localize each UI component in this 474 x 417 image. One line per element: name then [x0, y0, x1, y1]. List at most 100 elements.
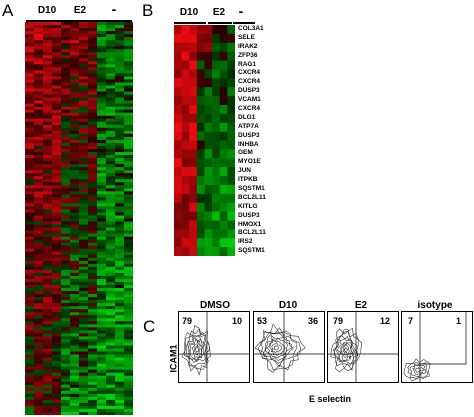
heatmap-b-cell — [181, 149, 190, 159]
heatmap-b-cell — [227, 25, 235, 35]
heatmap-b-cell — [204, 193, 213, 203]
facs-e2-right-pct: 12 — [380, 316, 391, 326]
heatmap-b-cell — [189, 167, 198, 177]
panel-b-group-d10: D10 — [179, 7, 199, 18]
heatmap-b-cell — [219, 158, 228, 168]
heatmap-b-cell — [196, 238, 205, 248]
heatmap-b-cell — [227, 193, 235, 203]
heatmap-b-cell — [212, 202, 221, 212]
heatmap-b-cell — [227, 104, 235, 115]
facs-e2-left-pct: 79 — [333, 316, 344, 326]
heatmap-b-cell — [174, 149, 182, 159]
heatmap-b-cell — [181, 122, 190, 132]
heatmap-b-cell — [181, 51, 190, 61]
heatmap-b-cell — [189, 113, 198, 124]
heatmap-b-cell — [189, 229, 198, 239]
heatmap-b-cell — [181, 184, 190, 195]
gene-label: DUSP3 — [238, 131, 260, 139]
heatmap-b-cell — [174, 96, 182, 106]
facs-d10-left-pct: 53 — [257, 316, 268, 326]
panel-b-group-e2: E2 — [212, 7, 226, 18]
panel-b-group-control: - — [238, 3, 244, 19]
heatmap-b-cell — [227, 122, 235, 132]
heatmap-b-cell — [196, 140, 205, 150]
heatmap-b-cell — [189, 104, 198, 115]
heatmap-b-cell — [219, 51, 228, 61]
heatmap-b-cell — [181, 104, 190, 115]
heatmap-b-cell — [212, 113, 221, 124]
gene-label: VCAM1 — [238, 96, 261, 104]
heatmap-b-cell — [227, 87, 235, 97]
heatmap-b-cell — [219, 42, 228, 52]
heatmap-b-cell — [219, 96, 228, 106]
facs-label-dmso: DMSO — [200, 300, 230, 311]
panel-b-bar-e2 — [208, 22, 232, 24]
facs-label-d10: D10 — [278, 300, 298, 311]
heatmap-b-cell — [181, 25, 190, 35]
heatmap-b-cell — [219, 87, 228, 97]
heatmap-b-cell — [219, 167, 228, 177]
facs-dmso-left-pct: 79 — [182, 316, 193, 326]
heatmap-b-cell — [204, 202, 213, 212]
heatmap-b-cell — [212, 229, 221, 239]
heatmap-b-cell — [181, 238, 190, 248]
heatmap-b-cell — [212, 69, 221, 79]
heatmap-b-cell — [219, 220, 228, 230]
heatmap-b-cell — [227, 158, 235, 168]
gene-label: IRAK2 — [238, 42, 258, 50]
heatmap-b-cell — [196, 158, 205, 168]
panel-c-letter: C — [143, 317, 156, 336]
heatmap-b-cell — [174, 113, 182, 124]
gene-label: SQSTM1 — [238, 247, 265, 255]
heatmap-b-cell — [204, 87, 213, 97]
gene-label: KITLG — [238, 202, 258, 210]
heatmap-b-cell — [227, 140, 235, 150]
facs-label-isotype: isotype — [417, 300, 453, 311]
heatmap-b-cell — [189, 87, 198, 97]
panel-a-group-d10: D10 — [37, 5, 57, 16]
heatmap-b-cell — [189, 211, 198, 221]
gene-label: GEM — [238, 149, 253, 157]
gene-label: RAG1 — [238, 60, 257, 68]
gene-label: SQSTM1 — [238, 184, 265, 192]
facs-plot-dmso — [178, 311, 250, 383]
heatmap-b-cell — [212, 51, 221, 61]
panel-a-group-control: - — [111, 1, 117, 17]
heatmap-b-cell — [174, 211, 182, 221]
heatmap-b-cell — [181, 167, 190, 177]
heatmap-b-cell — [219, 78, 228, 88]
facs-plot-d10 — [253, 311, 325, 383]
heatmap-b-cell — [174, 184, 182, 195]
heatmap-b-cell — [212, 211, 221, 221]
heatmap-b-cell — [227, 96, 235, 106]
heatmap-b-cell — [204, 51, 213, 61]
heatmap-b-cell — [196, 247, 205, 256]
heatmap-b-cell — [227, 202, 235, 212]
heatmap-b-cell — [204, 176, 213, 186]
heatmap-b-cell — [181, 60, 190, 70]
heatmap-b-cell — [181, 211, 190, 221]
heatmap-b-cell — [204, 238, 213, 248]
heatmap-b-cell — [204, 96, 213, 106]
heatmap-b-cell — [181, 33, 190, 44]
gene-label: SELE — [238, 33, 255, 41]
heatmap-b-cell — [204, 140, 213, 150]
heatmap-b-cell — [196, 25, 205, 35]
heatmap-b-cell — [189, 193, 198, 203]
heatmap-b-cell — [174, 122, 182, 132]
heatmap-b-cell — [196, 149, 205, 159]
heatmap-b-cell — [227, 176, 235, 186]
heatmap-b-cell — [204, 131, 213, 141]
heatmap-b-cell — [204, 184, 213, 195]
heatmap-b-cell — [227, 78, 235, 88]
heatmap-b-cell — [189, 96, 198, 106]
panel-c-x-axis-label: E selectin — [308, 394, 352, 404]
heatmap-b-cell — [181, 140, 190, 150]
heatmap-b-cell — [204, 229, 213, 239]
heatmap-b-cell — [189, 149, 198, 159]
heatmap-b-cell — [204, 104, 213, 115]
heatmap-b-cell — [181, 247, 190, 256]
heatmap-b-cell — [204, 149, 213, 159]
heatmap-b-cell — [227, 131, 235, 141]
heatmap-b-cell — [174, 87, 182, 97]
